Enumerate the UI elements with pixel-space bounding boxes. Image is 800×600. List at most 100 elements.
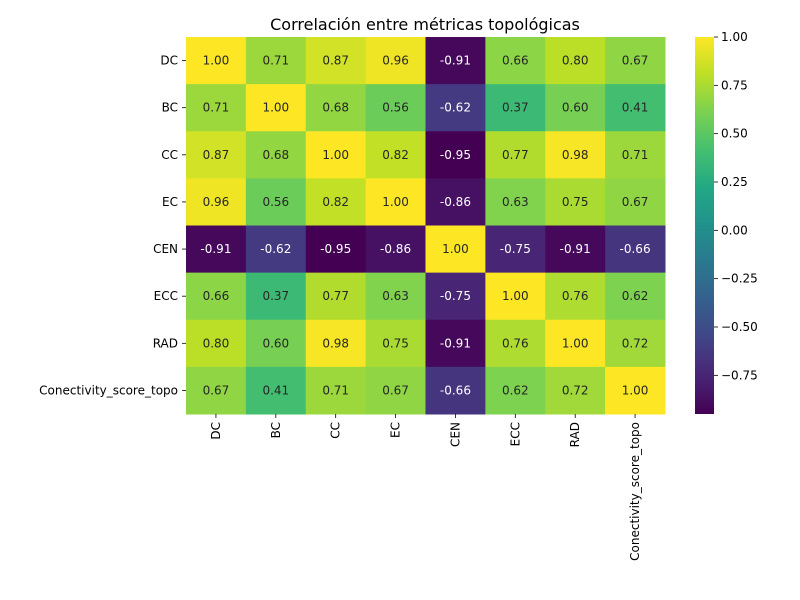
row-tick-labels: DC BC CC EC CEN ECC RAD Conectivity_score_topo <box>39 54 186 397</box>
heatmap-cell <box>245 84 307 132</box>
cell-value-label: 0.56 <box>262 195 289 209</box>
heatmap-cell <box>605 131 666 179</box>
cell-value-label: 1.00 <box>203 54 230 68</box>
cell-value-label: 0.66 <box>203 289 230 303</box>
heatmap-cell <box>605 37 666 85</box>
heatmap-cell <box>605 366 666 415</box>
heatmap-cells: 1.00 0.71 0.87 0.96 -0.91 0.66 0.80 0.67 0.71 1.0… <box>186 37 666 415</box>
heatmap-cell <box>245 225 307 274</box>
heatmap-cell <box>186 178 247 226</box>
heatmap-cell <box>305 319 367 368</box>
heatmap-cell <box>545 178 606 226</box>
cell-value-label: 0.80 <box>203 336 230 350</box>
column-tick-label: ECC <box>508 422 522 446</box>
cell-value-label: 1.00 <box>262 101 289 115</box>
colorbar-tick-label: 0.75 <box>721 78 748 92</box>
cell-value-label: -0.95 <box>320 242 351 256</box>
cell-value-label: -0.66 <box>620 242 651 256</box>
cell-value-label: 0.37 <box>502 101 529 115</box>
cell-value-label: -0.86 <box>380 242 411 256</box>
cell-value-label: -0.66 <box>440 383 471 397</box>
cell-value-label: 0.96 <box>203 195 230 209</box>
heatmap-cell <box>245 37 307 85</box>
heatmap-cell <box>605 84 666 132</box>
cell-value-label: 0.68 <box>322 101 349 115</box>
heatmap-cell <box>425 225 486 274</box>
heatmap-cell <box>545 366 606 415</box>
colorbar: 1.00 0.75 0.50 0.25 0.00 −0.25 −0.50 −0.75 <box>695 30 758 414</box>
heatmap-cell <box>305 84 367 132</box>
heatmap-cell <box>365 178 426 226</box>
heatmap-cell <box>425 84 486 132</box>
heatmap-cell <box>305 225 367 274</box>
cell-value-label: 1.00 <box>382 195 409 209</box>
colorbar-tick-label: 1.00 <box>721 30 748 44</box>
heatmap-cell <box>545 84 606 132</box>
cell-value-label: 0.75 <box>382 336 409 350</box>
heatmap-cell <box>545 319 606 368</box>
heatmap-cell <box>425 37 486 85</box>
heatmap-cell <box>186 131 247 179</box>
cell-value-label: 0.76 <box>502 336 529 350</box>
cell-value-label: -0.91 <box>560 242 591 256</box>
heatmap-cell <box>425 178 486 226</box>
cell-value-label: 0.75 <box>562 195 589 209</box>
heatmap-cell <box>305 272 367 321</box>
row-tick-label: Conectivity_score_topo <box>39 383 178 397</box>
colorbar-tick-label: 0.00 <box>721 223 748 237</box>
heatmap-cell <box>245 319 307 368</box>
heatmap-cell <box>545 131 606 179</box>
cell-value-label: 0.77 <box>502 148 529 162</box>
column-tick-label: EC <box>389 422 403 438</box>
cell-value-label: -0.95 <box>440 148 471 162</box>
heatmap-cell <box>186 319 247 368</box>
cell-value-label: 0.72 <box>562 383 589 397</box>
heatmap-cell <box>186 37 247 85</box>
row-tick-label: BC <box>162 101 178 115</box>
heatmap-cell <box>545 37 606 85</box>
column-tick-labels: DC BC CC EC CEN ECC RAD Conectivity_score_topo <box>209 414 642 561</box>
cell-value-label: 1.00 <box>502 289 529 303</box>
cell-value-label: -0.62 <box>260 242 291 256</box>
colorbar-tick-label: 0.50 <box>721 127 748 141</box>
heatmap-cell <box>186 225 247 274</box>
heatmap-cell <box>365 131 426 179</box>
heatmap-cell <box>485 37 546 85</box>
cell-value-label: 0.98 <box>562 148 589 162</box>
cell-value-label: 0.82 <box>382 148 409 162</box>
heatmap-cell <box>485 131 546 179</box>
cell-value-label: -0.62 <box>440 101 471 115</box>
heatmap-cell <box>545 272 606 321</box>
heatmap-cell <box>605 319 666 368</box>
heatmap-cell <box>365 225 426 274</box>
cell-value-label: 0.41 <box>262 383 289 397</box>
column-tick-label: RAD <box>568 422 582 447</box>
heatmap-cell <box>186 272 247 321</box>
heatmap-cell <box>365 366 426 415</box>
cell-value-label: 0.41 <box>622 101 649 115</box>
heatmap-cell <box>186 84 247 132</box>
column-tick-label: DC <box>209 422 223 440</box>
heatmap-cell <box>245 178 307 226</box>
cell-value-label: 0.67 <box>382 383 409 397</box>
cell-value-label: 1.00 <box>562 336 589 350</box>
colorbar-tick-label: −0.25 <box>721 272 758 286</box>
cell-value-label: -0.75 <box>500 242 531 256</box>
heatmap-cell <box>425 319 486 368</box>
cell-value-label: 0.82 <box>322 195 349 209</box>
cell-value-label: 0.68 <box>262 148 289 162</box>
colorbar-tick-label: −0.75 <box>721 368 758 382</box>
heatmap-cell <box>545 225 606 274</box>
cell-value-label: 0.71 <box>203 101 230 115</box>
heatmap-cell <box>245 131 307 179</box>
cell-value-label: 1.00 <box>622 383 649 397</box>
cell-value-label: 0.71 <box>322 383 349 397</box>
row-tick-label: DC <box>160 54 178 68</box>
heatmap-cell <box>485 319 546 368</box>
cell-value-label: 0.87 <box>322 54 349 68</box>
cell-value-label: 0.67 <box>622 195 649 209</box>
row-tick-label: EC <box>162 195 178 209</box>
cell-value-label: -0.91 <box>440 336 471 350</box>
cell-value-label: -0.75 <box>440 289 471 303</box>
cell-value-label: 1.00 <box>442 242 469 256</box>
